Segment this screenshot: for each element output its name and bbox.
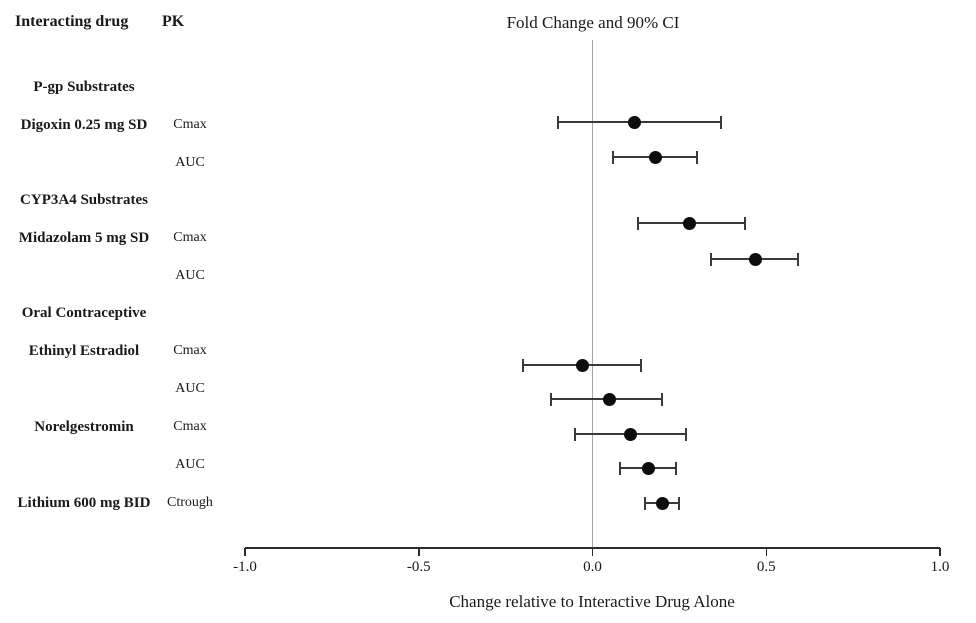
ci-cap-low — [619, 461, 622, 475]
forest-point — [603, 392, 617, 406]
x-axis-tick-label: -1.0 — [233, 559, 257, 575]
pk-label: Ctrough — [167, 495, 213, 510]
forest-point — [627, 115, 641, 129]
pk-label: AUC — [175, 155, 205, 170]
x-axis-tick — [765, 548, 767, 556]
ci-cap-high — [720, 115, 723, 129]
x-axis-tick — [244, 548, 246, 556]
ci-cap-high — [695, 150, 698, 164]
forest-point — [575, 358, 589, 372]
pk-label: AUC — [175, 381, 205, 396]
group-label: CYP3A4 Substrates — [20, 192, 148, 208]
drug-label: Ethinyl Estradiol — [28, 343, 140, 359]
x-axis-label: Change relative to Interactive Drug Alon… — [449, 592, 735, 611]
ci-cap-low — [636, 216, 639, 230]
x-axis-tick-label: 0.5 — [756, 559, 776, 575]
forest-point — [624, 427, 638, 441]
ci-cap-low — [709, 252, 712, 266]
x-axis-tick-label: -0.5 — [406, 559, 431, 575]
column-header-pk: PK — [162, 13, 185, 30]
pk-label: Cmax — [173, 117, 207, 132]
pk-label: Cmax — [173, 230, 207, 245]
x-axis-tick — [591, 548, 594, 556]
ci-cap-high — [744, 216, 747, 230]
x-axis-tick-label: 1.0 — [930, 559, 950, 575]
ci-cap-high — [796, 252, 799, 266]
ci-cap-high — [678, 496, 681, 510]
ci-cap-low — [643, 496, 646, 510]
group-label: Oral Contraceptive — [21, 305, 147, 321]
ci-cap-high — [661, 392, 663, 406]
ci-cap-high — [640, 358, 643, 372]
chart-title: Fold Change and 90% CI — [506, 13, 680, 32]
forest-point — [683, 216, 697, 230]
x-axis-tick-label: 0.0 — [583, 559, 602, 575]
pk-label: AUC — [175, 268, 205, 283]
ci-cap-low — [549, 392, 552, 406]
pk-label: Cmax — [173, 343, 207, 358]
pk-label: Cmax — [173, 419, 207, 434]
drug-label: Lithium 600 mg BID — [17, 495, 151, 511]
ci-cap-low — [522, 358, 524, 372]
pk-label: AUC — [175, 457, 205, 472]
ci-cap-low — [556, 115, 559, 129]
forest-point — [749, 252, 763, 266]
ci-cap-low — [612, 150, 615, 164]
zero-reference-line — [591, 40, 594, 548]
group-label: P-gp Substrates — [33, 79, 135, 95]
ci-cap-high — [685, 427, 688, 441]
x-axis-tick — [939, 548, 941, 556]
forest-point — [641, 461, 655, 475]
x-axis-tick — [418, 548, 420, 556]
forest-point — [655, 496, 669, 510]
ci-cap-low — [574, 427, 577, 441]
ci-cap-high — [674, 461, 677, 475]
drug-label: Midazolam 5 mg SD — [18, 230, 150, 246]
drug-label: Norelgestromin — [34, 419, 134, 435]
column-header-interacting-drug: Interacting drug — [15, 13, 129, 30]
forest-point — [648, 150, 662, 164]
drug-label: Digoxin 0.25 mg SD — [20, 117, 148, 133]
